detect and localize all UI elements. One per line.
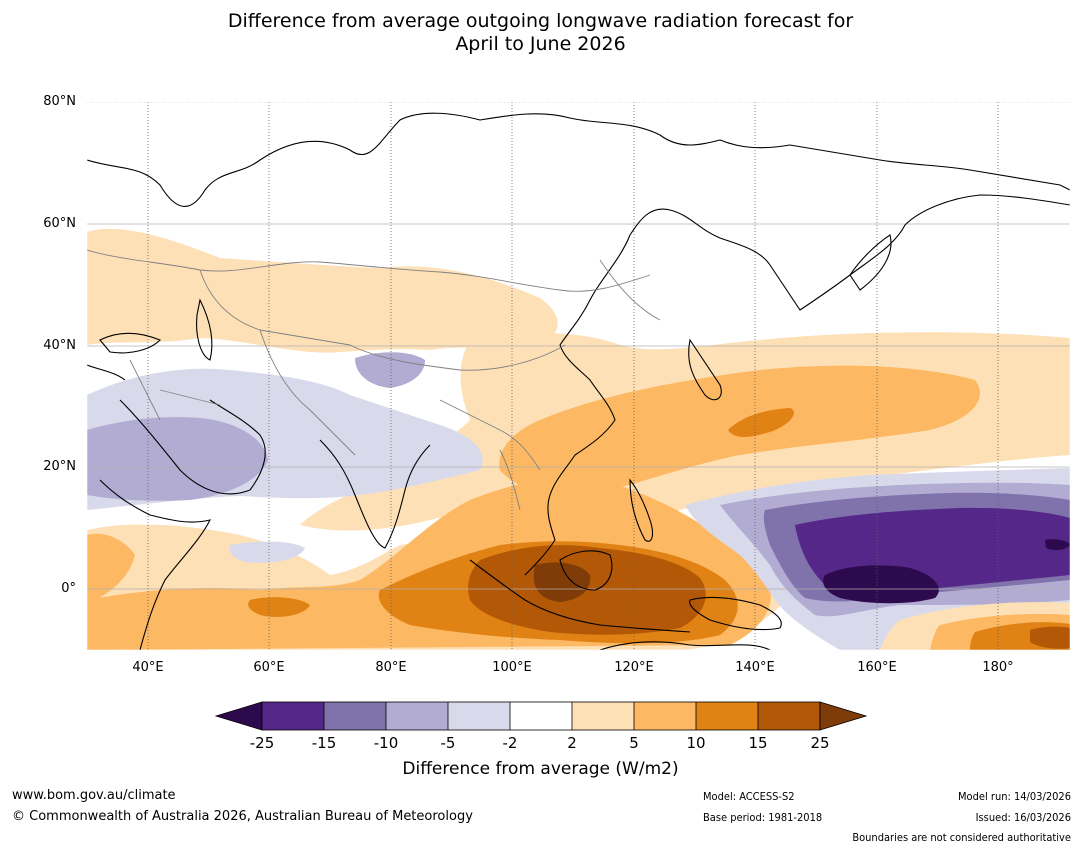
coastline-philippines xyxy=(629,478,654,542)
coastline-eastern-siberia xyxy=(629,194,1070,311)
model-name: Model: ACCESS-S2 xyxy=(703,790,795,803)
website-link[interactable]: www.bom.gov.au/climate xyxy=(12,788,176,803)
chart-title: Difference from average outgoing longwav… xyxy=(0,10,1081,56)
coastline-japan xyxy=(688,338,722,401)
colorbar-label-minus10: -10 xyxy=(373,734,399,752)
colorbar-bin-8 xyxy=(696,702,758,730)
anomaly-region-pacific-orange-spot xyxy=(728,408,794,437)
colorbar-bin-1 xyxy=(262,702,324,730)
colorbar-bin-5 xyxy=(510,702,572,730)
lat-label-40n: 40°N xyxy=(43,338,76,353)
colorbar-label-5: 5 xyxy=(629,734,639,752)
coastline-india xyxy=(319,439,431,549)
colorbar-label-minus5: -5 xyxy=(440,734,456,752)
anomaly-region-pacific-core xyxy=(823,565,939,604)
anomaly-region-west-indian-ocean-orange xyxy=(248,597,310,617)
anomaly-region-indian-ocean-purple xyxy=(229,541,305,563)
lon-label-140e: 140°E xyxy=(735,660,775,675)
colorbar-bin-7 xyxy=(634,702,696,730)
copyright-text: © Commonwealth of Australia 2026, Austra… xyxy=(12,809,473,824)
lon-label-80e: 80°E xyxy=(375,660,407,675)
colorbar-label-minus15: -15 xyxy=(311,734,337,752)
coastline-mediterranean xyxy=(87,364,126,381)
coastline-eurasia-north xyxy=(87,112,1070,207)
colorbar-label-15: 15 xyxy=(748,734,768,752)
model-run-date: Model run: 14/03/2026 xyxy=(958,790,1071,803)
lon-label-160e: 160°E xyxy=(857,660,897,675)
colorbar-bin-4 xyxy=(448,702,510,730)
colorbar-title: Difference from average (W/m2) xyxy=(402,759,679,779)
anomaly-region-himalaya-purple xyxy=(355,352,425,388)
coastline-arabia xyxy=(119,399,266,495)
coastline-caspian xyxy=(196,298,213,361)
colorbar-label-10: 10 xyxy=(686,734,706,752)
anomaly-region-maritime-continent-dark-orange xyxy=(468,545,706,635)
colorbar-extend-high xyxy=(819,701,868,731)
colorbar-label-minus25: -25 xyxy=(249,734,275,752)
colorbar-label-minus2: -2 xyxy=(502,734,518,752)
colorbar-extend-low xyxy=(214,701,263,731)
anomaly-region-central-asia-light-orange xyxy=(87,228,558,353)
lon-label-100e: 100°E xyxy=(492,660,532,675)
colorbar xyxy=(214,701,868,731)
lon-label-120e: 120°E xyxy=(614,660,654,675)
colorbar-label-25: 25 xyxy=(810,734,830,752)
anomaly-region-africa-orange xyxy=(87,533,135,600)
anomaly-region-southwest-pacific-core xyxy=(1030,626,1070,649)
country-borders xyxy=(87,249,661,511)
boundaries-disclaimer: Boundaries are not considered authoritat… xyxy=(852,831,1071,844)
base-period: Base period: 1981-2018 xyxy=(703,811,823,824)
anomaly-region-pacific-core-east xyxy=(1045,539,1070,551)
coastline-kamchatka xyxy=(849,234,892,291)
issued-date: Issued: 16/03/2026 xyxy=(975,811,1071,824)
coastline-east-asia xyxy=(524,234,631,576)
coastline-australia-north xyxy=(599,641,771,650)
lat-label-equator: 0° xyxy=(61,581,76,596)
lat-label-20n: 20°N xyxy=(43,459,76,474)
colorbar-bin-6 xyxy=(572,702,634,730)
anomaly-region-arabia-purple xyxy=(87,417,268,501)
colorbar-dividers xyxy=(323,702,759,730)
map-frame xyxy=(86,101,1071,651)
coastline-borneo xyxy=(559,550,613,591)
anomaly-region-maritime-continent-core xyxy=(533,562,591,602)
lon-label-40e: 40°E xyxy=(132,660,164,675)
coastline-new-guinea xyxy=(689,596,782,631)
colorbar-frame xyxy=(261,701,821,731)
coastline-black-sea xyxy=(99,332,161,354)
title-line-2: April to June 2026 xyxy=(455,33,626,55)
lon-label-60e: 60°E xyxy=(253,660,285,675)
lon-label-180: 180° xyxy=(982,660,1014,675)
lat-label-60n: 60°N xyxy=(43,216,76,231)
title-line-1: Difference from average outgoing longwav… xyxy=(227,10,854,32)
coastline-africa-east xyxy=(99,479,212,650)
lat-label-80n: 80°N xyxy=(43,94,76,109)
longitude-gridlines xyxy=(147,102,999,650)
coastlines xyxy=(87,112,1070,650)
colorbar-bin-9 xyxy=(758,702,820,730)
colorbar-label-2: 2 xyxy=(567,734,577,752)
colorbar-bin-3 xyxy=(386,702,448,730)
coastline-sumatra-java xyxy=(469,559,691,633)
anomaly-field xyxy=(87,102,1070,650)
colorbar-bin-2 xyxy=(324,702,386,730)
